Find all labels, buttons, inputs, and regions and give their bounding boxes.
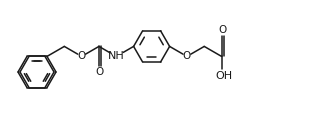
Text: O: O xyxy=(183,51,191,61)
Text: O: O xyxy=(78,51,86,61)
Text: NH: NH xyxy=(108,51,125,61)
Text: O: O xyxy=(218,25,227,35)
Text: O: O xyxy=(96,67,104,77)
Text: OH: OH xyxy=(215,71,232,81)
